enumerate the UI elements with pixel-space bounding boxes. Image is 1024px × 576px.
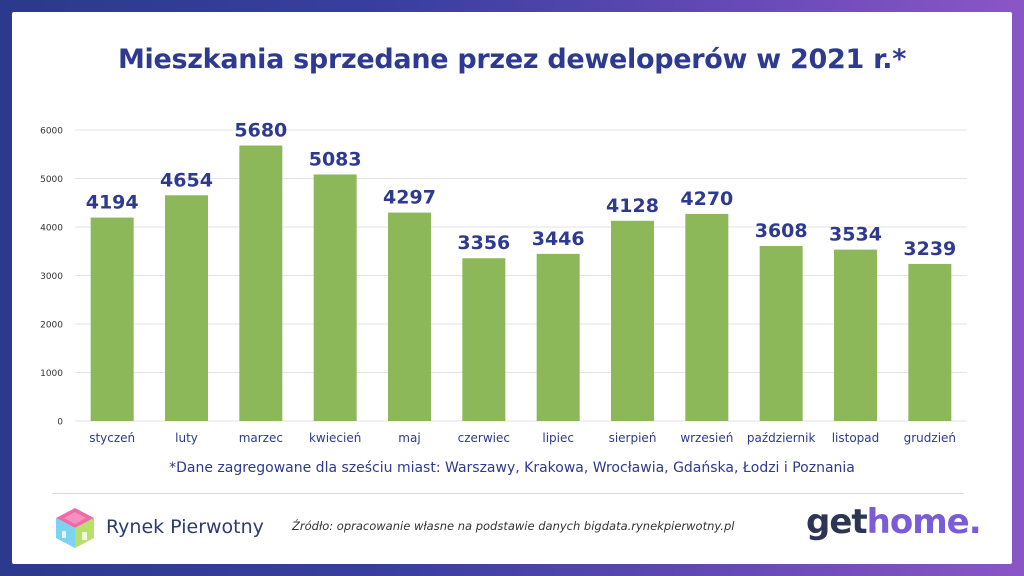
brand-left-name: Rynek Pierwotny	[106, 516, 264, 538]
bar	[685, 213, 729, 421]
x-tick-label: marzec	[239, 431, 283, 445]
x-tick-label: czerwiec	[458, 431, 510, 445]
data-label: 4194	[86, 192, 139, 214]
data-label: 4297	[383, 187, 436, 209]
bar	[313, 174, 357, 421]
chart-title: Mieszkania sprzedane przez deweloperów w…	[117, 44, 907, 75]
x-tick-label: luty	[175, 431, 198, 445]
x-tick-label: listopad	[832, 431, 880, 445]
bar	[908, 263, 952, 421]
y-tick-label: 5000	[40, 175, 63, 185]
bar	[239, 145, 283, 421]
bar	[759, 246, 803, 421]
rynek-pierwotny-logo[interactable]: Rynek Pierwotny	[52, 505, 264, 549]
data-label: 4654	[160, 169, 213, 191]
x-tick-label: styczeń	[89, 431, 135, 445]
y-tick-label: 1000	[40, 369, 63, 379]
bar	[165, 195, 208, 421]
y-tick-label: 4000	[40, 224, 63, 234]
data-label: 3608	[755, 220, 808, 242]
x-tick-label: sierpień	[609, 431, 657, 445]
source-text: Źródło: opracowanie własne na podstawie …	[292, 519, 735, 533]
x-tick-label: październik	[747, 431, 816, 445]
y-tick-label: 3000	[40, 272, 63, 282]
x-tick-label: grudzień	[904, 431, 956, 445]
cube-logo-icon	[56, 508, 94, 548]
footer-divider	[52, 493, 964, 494]
bar	[536, 253, 580, 421]
data-label: 3534	[829, 224, 882, 246]
bar	[90, 217, 134, 421]
x-tick-label: lipiec	[542, 431, 574, 445]
bar	[462, 258, 506, 421]
gethome-logo-part1: get	[806, 502, 868, 542]
gethome-logo[interactable]: gethome.	[806, 502, 982, 542]
data-label: 5680	[234, 120, 287, 142]
data-label: 3446	[532, 228, 585, 250]
data-label: 4128	[606, 195, 659, 217]
y-tick-label: 0	[57, 418, 63, 428]
data-label: 3356	[457, 232, 510, 254]
y-tick-label: 2000	[40, 321, 63, 331]
data-label: 4270	[680, 188, 733, 210]
footnote: *Dane zagregowane dla sześciu miast: War…	[169, 460, 855, 476]
bar	[834, 249, 877, 421]
gethome-logo-part2: home.	[866, 502, 982, 542]
x-tick-label: wrzesień	[680, 431, 733, 445]
x-tick-label: maj	[398, 431, 420, 445]
bar	[388, 212, 431, 421]
data-label: 3239	[903, 238, 956, 260]
bar	[611, 220, 654, 421]
x-tick-label: kwiecień	[309, 431, 361, 445]
y-tick-label: 6000	[40, 127, 63, 137]
data-label: 5083	[309, 148, 362, 170]
